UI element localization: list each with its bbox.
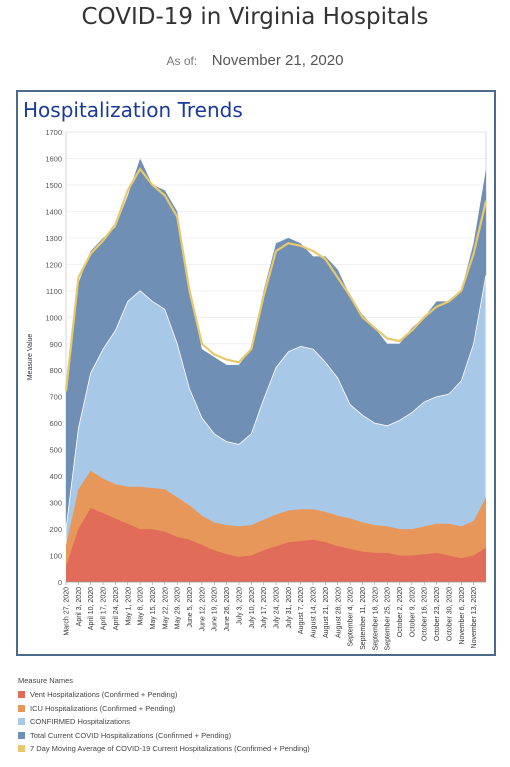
x-tick-label: August 7, 2020 — [298, 587, 305, 634]
x-tick-label: October 9, 2020 — [409, 587, 416, 637]
x-tick-label: September 4, 2020 — [348, 587, 355, 647]
x-tick-label: May 29, 2020 — [175, 587, 182, 630]
legend-item-moving-average[interactable]: 7 Day Moving Average of COVID-19 Current… — [18, 742, 310, 756]
y-tick-label: 400 — [49, 472, 62, 481]
legend-item-icu[interactable]: ICU Hospitalizations (Confirmed + Pendin… — [18, 702, 310, 716]
x-tick-label: March 27, 2020 — [64, 587, 71, 636]
x-tick-label: August 28, 2020 — [335, 587, 342, 638]
y-tick-label: 100 — [49, 552, 62, 561]
y-tick-label: 500 — [49, 446, 62, 455]
legend-swatch-total — [18, 731, 25, 739]
legend-label-icu: ICU Hospitalizations (Confirmed + Pendin… — [30, 703, 176, 713]
x-tick-label: November 6, 2020 — [459, 587, 466, 645]
y-tick-label: 1300 — [45, 234, 62, 243]
x-tick-label: April 24, 2020 — [113, 587, 120, 630]
x-tick-label: July 31, 2020 — [286, 587, 293, 629]
legend-item-total[interactable]: Total Current COVID Hospitalizations (Co… — [18, 729, 310, 743]
legend: Measure Names Vent Hospitalizations (Con… — [18, 676, 310, 756]
as-of: As of: November 21, 2020 — [0, 52, 510, 70]
y-tick-label: 300 — [49, 499, 62, 508]
x-tick-label: June 5, 2020 — [187, 587, 194, 628]
x-tick-label: June 26, 2020 — [224, 587, 231, 631]
line-moving-average — [64, 167, 488, 392]
x-tick-label: May 8, 2020 — [138, 587, 145, 626]
y-tick-label: 900 — [49, 340, 62, 349]
x-tick-label: September 11, 2020 — [360, 587, 367, 650]
x-tick-label: April 3, 2020 — [76, 587, 83, 626]
legend-label-vent: Vent Hospitalizations (Confirmed + Pendi… — [30, 690, 178, 700]
x-tick-label: September 25, 2020 — [385, 587, 392, 651]
y-tick-label: 200 — [49, 525, 62, 534]
x-tick-label: July 17, 2020 — [261, 587, 268, 629]
x-tick-label: October 2, 2020 — [397, 587, 404, 637]
x-tick-label: October 23, 2020 — [434, 587, 441, 641]
x-tick-label: April 10, 2020 — [88, 587, 95, 630]
legend-title: Measure Names — [18, 676, 74, 685]
chart-title: Hospitalization Trends — [23, 98, 243, 122]
y-tick-label: 1100 — [46, 287, 62, 296]
x-tick-label: June 12, 2020 — [199, 587, 206, 631]
x-tick-label: July 24, 2020 — [274, 587, 281, 629]
y-axis-title: Measure Value — [27, 334, 34, 381]
legend-label-total: Total Current COVID Hospitalizations (Co… — [30, 730, 232, 740]
legend-swatch-icu — [18, 704, 25, 712]
x-tick-label: May 22, 2020 — [162, 587, 169, 630]
legend-swatch-vent — [18, 691, 25, 699]
y-tick-label: 1500 — [45, 181, 62, 190]
x-tick-label: July 10, 2020 — [249, 587, 256, 629]
as-of-label: As of: — [166, 54, 198, 68]
x-tick-label: October 16, 2020 — [422, 587, 429, 641]
x-tick-label: August 14, 2020 — [311, 587, 318, 638]
x-tick-label: July 3, 2020 — [236, 587, 243, 625]
y-tick-label: 1000 — [45, 313, 62, 322]
x-tick-label: August 21, 2020 — [323, 587, 330, 638]
y-tick-label: 1700 — [45, 128, 62, 137]
y-tick-label: 1600 — [45, 154, 62, 163]
x-tick-label: June 19, 2020 — [212, 587, 219, 631]
x-tick-label: May 1, 2020 — [125, 587, 132, 626]
x-tick-label: October 30, 2020 — [446, 587, 453, 641]
hospitalization-chart[interactable]: 0 100 200 300 400 500 600 700 800 900 1000 1100 1200… — [18, 92, 494, 654]
page-title: COVID-19 in Virginia Hospitals — [81, 4, 429, 30]
x-tick-label: November 13, 2020 — [471, 587, 478, 649]
legend-item-confirmed[interactable]: CONFIRMED Hospitalizations — [18, 715, 310, 729]
x-tick-label: April 17, 2020 — [101, 587, 108, 630]
legend-swatch-moving-average — [18, 745, 25, 753]
area-vent — [66, 507, 486, 582]
as-of-date: November 21, 2020 — [211, 52, 344, 69]
legend-swatch-confirmed — [18, 718, 25, 726]
y-tick-label: 700 — [49, 393, 62, 402]
y-tick-label: 600 — [49, 419, 62, 428]
legend-label-confirmed: CONFIRMED Hospitalizations — [30, 717, 131, 727]
y-tick-label: 800 — [49, 366, 62, 375]
y-tick-label: 0 — [58, 578, 62, 587]
y-tick-label: 1400 — [45, 207, 62, 216]
y-tick-label: 1200 — [45, 260, 62, 269]
legend-label-moving-average: 7 Day Moving Average of COVID-19 Current… — [30, 744, 310, 754]
x-tick-label: May 15, 2020 — [150, 587, 157, 630]
x-tick-label: September 18, 2020 — [372, 587, 379, 651]
chart-panel: 0 100 200 300 400 500 600 700 800 900 1000 1100 1200… — [16, 90, 496, 656]
legend-item-vent[interactable]: Vent Hospitalizations (Confirmed + Pendi… — [18, 688, 310, 702]
